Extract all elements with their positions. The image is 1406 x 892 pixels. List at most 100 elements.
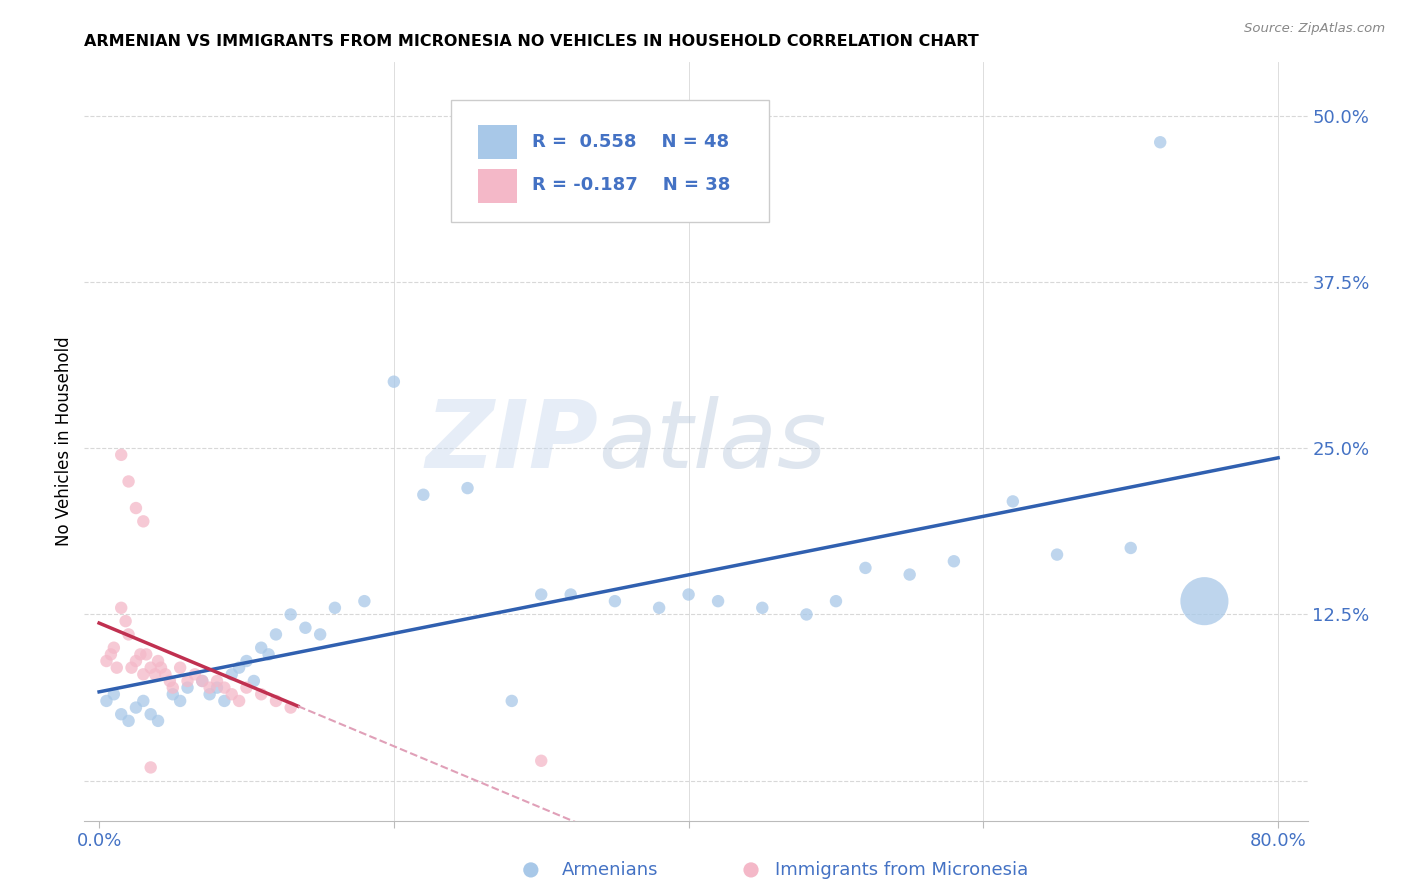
Point — [129, 648, 152, 662]
Point — [110, 707, 132, 722]
Point — [117, 475, 139, 489]
Point — [412, 488, 434, 502]
Point — [457, 481, 479, 495]
Point — [132, 667, 155, 681]
Point — [825, 594, 848, 608]
Point — [176, 681, 198, 695]
Point — [235, 654, 257, 668]
Point — [648, 600, 671, 615]
Point — [796, 607, 818, 622]
Point — [191, 673, 214, 688]
Point — [560, 587, 582, 601]
Point — [221, 687, 243, 701]
Point — [221, 667, 243, 681]
Text: Immigrants from Micronesia: Immigrants from Micronesia — [776, 861, 1029, 879]
Text: R =  0.558    N = 48: R = 0.558 N = 48 — [531, 133, 730, 151]
Point — [243, 673, 266, 688]
Point — [707, 594, 730, 608]
Point — [353, 594, 375, 608]
Point — [257, 648, 280, 662]
Text: ARMENIAN VS IMMIGRANTS FROM MICRONESIA NO VEHICLES IN HOUSEHOLD CORRELATION CHAR: ARMENIAN VS IMMIGRANTS FROM MICRONESIA N… — [84, 34, 979, 49]
Point — [139, 760, 162, 774]
Point — [110, 448, 132, 462]
Point — [162, 687, 184, 701]
Point — [530, 754, 553, 768]
Point — [382, 375, 405, 389]
Point — [250, 687, 273, 701]
FancyBboxPatch shape — [478, 169, 517, 202]
Point — [898, 567, 921, 582]
Point — [105, 661, 128, 675]
Point — [125, 700, 148, 714]
Point — [626, 860, 648, 874]
Point — [603, 594, 626, 608]
Text: Source: ZipAtlas.com: Source: ZipAtlas.com — [1244, 22, 1385, 36]
Point — [146, 714, 169, 728]
Point — [1046, 548, 1069, 562]
Text: R = -0.187    N = 38: R = -0.187 N = 38 — [531, 177, 731, 194]
Point — [132, 514, 155, 528]
Point — [214, 681, 236, 695]
Point — [184, 667, 207, 681]
Point — [205, 681, 228, 695]
Point — [228, 661, 250, 675]
Point — [121, 661, 143, 675]
Point — [198, 681, 221, 695]
Point — [103, 640, 125, 655]
Point — [125, 654, 148, 668]
Point — [309, 627, 332, 641]
Point — [1149, 135, 1171, 149]
Point — [250, 640, 273, 655]
Point — [264, 694, 287, 708]
Point — [942, 554, 965, 568]
Point — [198, 687, 221, 701]
Point — [1119, 541, 1142, 555]
Point — [235, 681, 257, 695]
Point — [280, 607, 302, 622]
Point — [125, 501, 148, 516]
Point — [855, 561, 877, 575]
FancyBboxPatch shape — [451, 100, 769, 221]
Point — [169, 661, 191, 675]
Point — [891, 860, 914, 874]
Point — [501, 694, 523, 708]
Text: ZIP: ZIP — [425, 395, 598, 488]
Point — [280, 700, 302, 714]
Point — [294, 621, 316, 635]
Point — [96, 654, 118, 668]
FancyBboxPatch shape — [478, 126, 517, 160]
Text: Armenians: Armenians — [561, 861, 658, 879]
Point — [530, 587, 553, 601]
Point — [117, 714, 139, 728]
Point — [155, 667, 177, 681]
Point — [146, 654, 169, 668]
Point — [1001, 494, 1024, 508]
Point — [100, 648, 122, 662]
Point — [264, 627, 287, 641]
Point — [143, 667, 166, 681]
Point — [159, 673, 181, 688]
Point — [191, 673, 214, 688]
Point — [678, 587, 700, 601]
Point — [139, 661, 162, 675]
Point — [176, 673, 198, 688]
Point — [110, 600, 132, 615]
Point — [1194, 594, 1216, 608]
Point — [150, 661, 173, 675]
Point — [96, 694, 118, 708]
Point — [751, 600, 773, 615]
Point — [103, 687, 125, 701]
Point — [323, 600, 346, 615]
Point — [205, 673, 228, 688]
Point — [214, 694, 236, 708]
Point — [135, 648, 157, 662]
Point — [132, 694, 155, 708]
Point — [228, 694, 250, 708]
Point — [169, 694, 191, 708]
Point — [114, 614, 136, 628]
Point — [139, 707, 162, 722]
Text: atlas: atlas — [598, 396, 827, 487]
Point — [117, 627, 139, 641]
Point — [162, 681, 184, 695]
Y-axis label: No Vehicles in Household: No Vehicles in Household — [55, 336, 73, 547]
